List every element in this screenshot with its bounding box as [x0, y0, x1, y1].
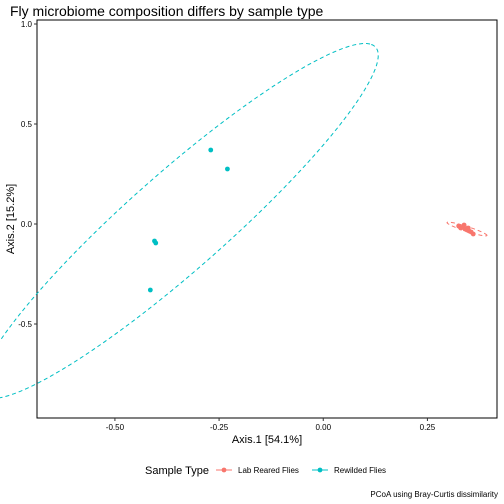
data-point-lab-reared: [466, 226, 471, 231]
y-tick-label: 0.0: [21, 220, 33, 229]
x-tick-label: -0.50: [106, 423, 125, 432]
data-point-rewilded: [153, 241, 158, 246]
plot-panel: [37, 20, 497, 418]
y-tick-label: -0.5: [18, 320, 32, 329]
y-tick-label: 1.0: [21, 20, 33, 29]
x-tick-label: -0.25: [210, 423, 229, 432]
y-tick-label: 0.5: [21, 120, 33, 129]
y-axis: -0.5 0.0 0.5 1.0: [18, 20, 37, 329]
legend-label-rewilded: Rewilded Flies: [334, 466, 386, 475]
data-point-rewilded: [148, 288, 153, 293]
legend: Sample Type Lab Reared Flies Rewilded Fl…: [145, 465, 386, 477]
data-point-lab-reared: [462, 223, 467, 228]
data-point-rewilded: [225, 167, 230, 172]
x-tick-label: 0.00: [315, 423, 331, 432]
x-axis: -0.50 -0.25 0.00 0.25: [106, 418, 436, 432]
chart-caption: PCoA using Bray-Curtis dissimilarity: [370, 490, 498, 499]
data-point-lab-reared: [471, 232, 476, 237]
legend-key-rewilded: [312, 468, 328, 473]
legend-key-lab-reared: [216, 468, 232, 473]
data-point-rewilded: [208, 148, 213, 153]
x-axis-title: Axis.1 [54.1%]: [232, 434, 302, 446]
plot-area: [0, 20, 497, 418]
x-tick-label: 0.25: [420, 423, 436, 432]
chart-title: Fly microbiome composition differs by sa…: [10, 3, 324, 19]
y-axis-title: Axis.2 [15.2%]: [5, 184, 17, 254]
legend-label-lab-reared: Lab Reared Flies: [238, 466, 299, 475]
legend-title: Sample Type: [145, 465, 209, 477]
